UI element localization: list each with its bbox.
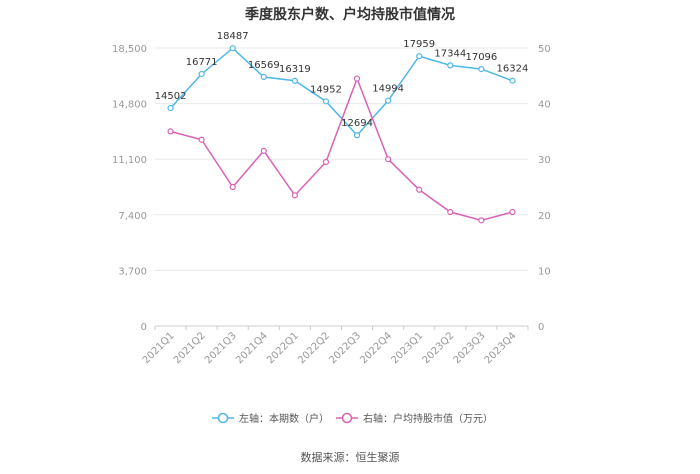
legend-label-2: 右轴：户均持股市值（万元） [363, 412, 493, 425]
x-tick-label: 2023Q4 [483, 330, 519, 366]
data-label: 17959 [403, 39, 435, 50]
left-tick-label: 14,800 [112, 100, 147, 111]
x-tick-label: 2023Q1 [389, 330, 425, 366]
data-point [478, 217, 485, 224]
x-tick-label: 2021Q4 [234, 330, 270, 366]
left-tick-label: 7,400 [118, 211, 147, 222]
data-point [229, 183, 236, 191]
legend-marker-2 [341, 412, 353, 424]
right-tick-label: 30 [538, 155, 551, 166]
x-tick-label: 2023Q3 [452, 330, 488, 366]
data-point [353, 132, 361, 139]
data-point [416, 186, 423, 193]
x-tick-label: 2021Q1 [141, 330, 177, 366]
data-point [229, 45, 236, 52]
legend-label-1: 左轴：本期数（户） [239, 412, 329, 425]
data-label: 14994 [372, 84, 404, 95]
data-label: 14502 [155, 91, 187, 102]
legend-marker-1 [217, 412, 229, 424]
data-point [509, 208, 516, 216]
data-point [447, 62, 454, 69]
x-tick-label: 2023Q2 [421, 330, 457, 366]
data-point [260, 73, 267, 81]
data-label: 14952 [310, 84, 342, 95]
chart-title: 季度股东户数、户均持股市值情况 [244, 6, 455, 23]
data-label: 17096 [465, 52, 497, 63]
data-point [260, 147, 267, 154]
data-point [509, 77, 516, 84]
x-tick-label: 2022Q3 [327, 330, 363, 366]
right-tick-label: 20 [538, 211, 551, 222]
data-label: 16771 [186, 57, 218, 68]
x-axis: 2021Q12021Q22021Q32021Q42022Q12022Q22022… [141, 326, 529, 366]
x-tick-label: 2021Q3 [203, 330, 239, 366]
right-tick-label: 50 [538, 44, 551, 55]
x-tick-label: 2022Q2 [296, 330, 332, 366]
left-axis: 0 3,700 7,400 11,100 14,800 18,500 [112, 44, 147, 333]
data-point [385, 156, 392, 163]
series-layer: 14502 16771 18487 16569 16319 14952 12694 14994… [155, 31, 529, 224]
data-point [416, 53, 423, 60]
left-tick-label: 11,100 [112, 155, 147, 166]
data-point [198, 136, 205, 143]
data-point [322, 98, 330, 105]
data-point [322, 158, 330, 166]
data-label: 12694 [341, 118, 373, 129]
left-tick-label: 3,700 [118, 266, 147, 277]
data-point [167, 104, 174, 112]
right-tick-label: 10 [538, 266, 551, 277]
left-tick-label: 0 [141, 322, 147, 333]
right-tick-label: 40 [538, 100, 551, 111]
x-tick-label: 2021Q2 [172, 330, 208, 366]
data-point [291, 77, 298, 84]
data-label: 18487 [217, 31, 249, 42]
data-point [167, 128, 174, 135]
data-point [447, 208, 454, 216]
data-point [478, 65, 485, 73]
data-label: 16324 [497, 64, 529, 75]
left-tick-label: 18,500 [112, 44, 147, 55]
x-tick-label: 2022Q4 [358, 330, 394, 366]
right-axis: 0 10 20 30 40 50 [538, 44, 551, 333]
data-point [198, 70, 205, 78]
data-label: 16319 [279, 64, 311, 75]
source-note: 数据来源：恒生聚源 [301, 450, 400, 464]
right-tick-label: 0 [538, 322, 544, 333]
data-point [353, 75, 361, 82]
data-label: 16569 [248, 60, 280, 71]
series-line-2 [170, 76, 513, 222]
legend: 左轴：本期数（户） 右轴：户均持股市值（万元） [212, 412, 493, 425]
x-tick-label: 2022Q1 [265, 330, 301, 366]
data-point [385, 97, 392, 104]
data-label: 17344 [434, 48, 466, 59]
data-point [291, 192, 298, 199]
